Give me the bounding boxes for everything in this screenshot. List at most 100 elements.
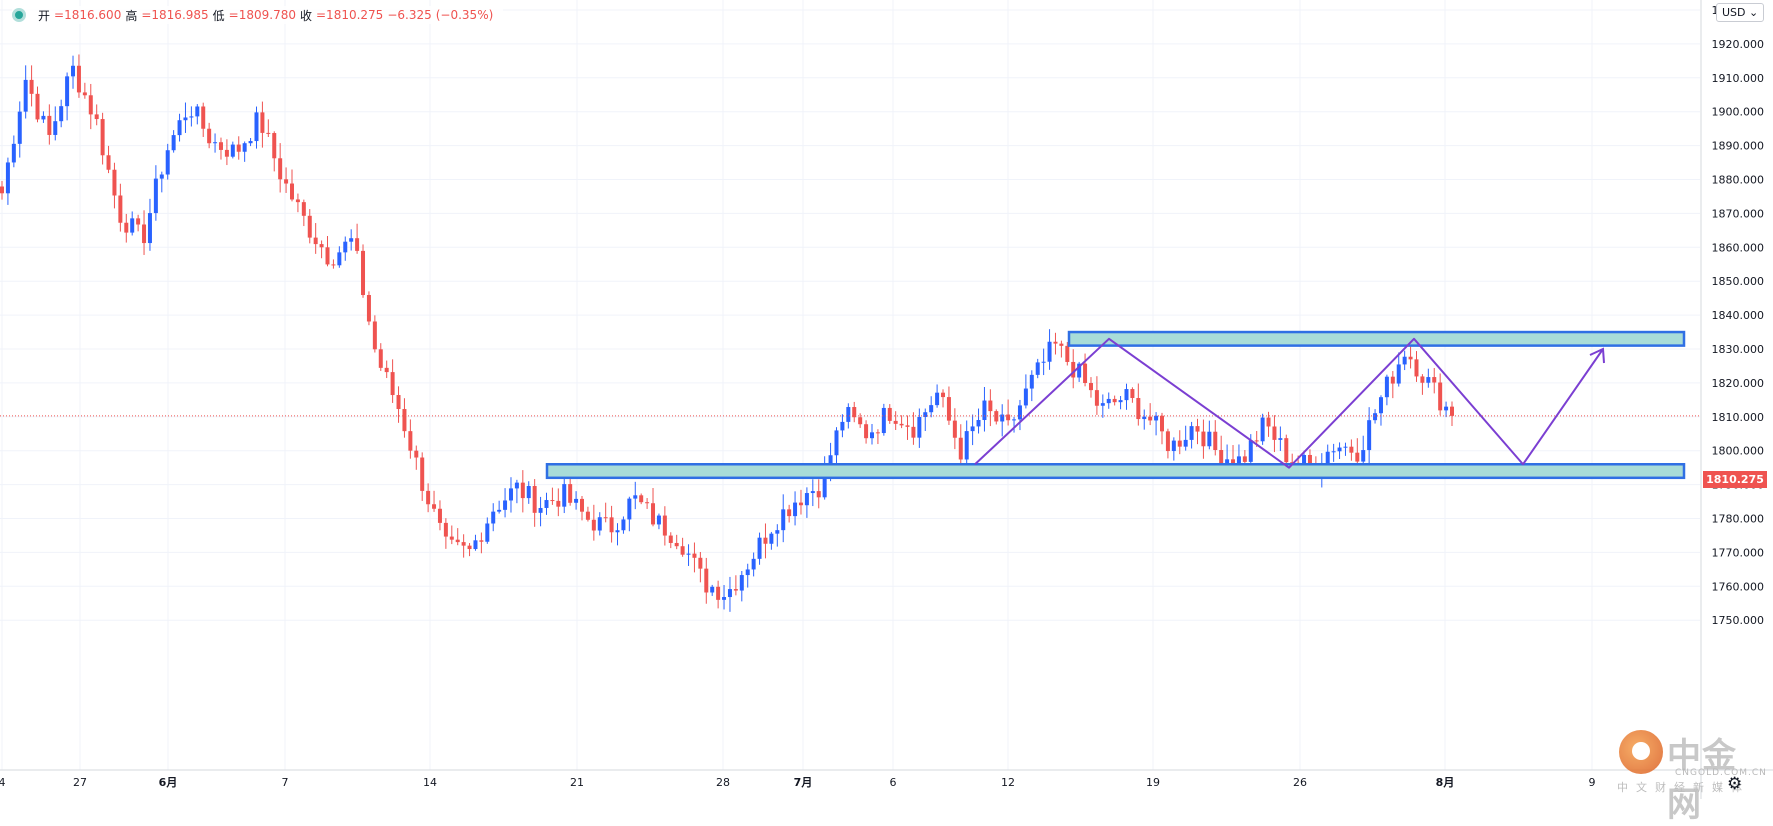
candle-body — [485, 523, 490, 542]
candle-body — [781, 509, 786, 531]
candle-body — [94, 114, 99, 120]
candle-body — [633, 495, 638, 499]
candle-body — [739, 575, 744, 591]
candle-body — [177, 120, 182, 136]
candle-body — [230, 144, 235, 157]
candle-body — [1165, 431, 1170, 452]
currency-dropdown[interactable]: USD ⌄ — [1716, 3, 1765, 22]
candle-body — [958, 437, 963, 460]
projection-path — [974, 337, 1605, 469]
support-zone[interactable] — [545, 463, 1686, 480]
candle-body — [1148, 416, 1153, 421]
watermark-logo: 中金网 CNGOLD.COM.CN 中文财经新媒体 — [1617, 728, 1767, 825]
price-tick-label: 1890.000 — [1712, 140, 1765, 153]
candle-body — [722, 597, 727, 600]
candle-body — [1088, 382, 1093, 391]
candle-body — [165, 150, 170, 175]
candle-body — [710, 586, 715, 593]
candle-body — [1213, 431, 1218, 451]
candle-body — [603, 517, 608, 519]
time-tick-label: 8月 — [1436, 776, 1455, 789]
candle-body — [751, 558, 756, 570]
candle-body — [1408, 356, 1413, 360]
candle-body — [1106, 398, 1111, 404]
candle-body — [692, 553, 697, 558]
time-tick-label: 26 — [1293, 776, 1307, 789]
candle-body — [1373, 413, 1378, 421]
candle-body — [88, 95, 93, 115]
watermark-subtitle: 中文财经新媒体 — [1617, 781, 1750, 794]
candle-body — [775, 530, 780, 534]
candle-body — [532, 486, 537, 513]
candle-body — [935, 392, 940, 406]
candle-body — [112, 169, 117, 196]
candle-body — [420, 457, 425, 491]
candle-body — [1349, 446, 1354, 453]
candle-body — [414, 450, 419, 458]
candle-body — [272, 133, 277, 159]
candle-body — [461, 542, 466, 546]
candle-body — [1378, 397, 1383, 414]
candle-body — [899, 423, 904, 426]
candle-body — [147, 213, 152, 244]
candle-body — [1384, 376, 1389, 398]
candle-body — [224, 149, 229, 157]
candle-body — [1029, 374, 1034, 389]
candle-body — [1000, 414, 1005, 422]
resistance-zone[interactable] — [1067, 330, 1686, 347]
price-tick-label: 1840.000 — [1712, 309, 1765, 322]
candle-body — [1047, 341, 1052, 362]
candle-body — [254, 112, 259, 142]
candle-body — [473, 540, 478, 550]
candle-body — [1195, 426, 1200, 432]
candle-body — [343, 241, 348, 253]
candle-body — [1355, 452, 1360, 462]
candle-body — [408, 431, 413, 451]
candle-body — [520, 482, 525, 499]
price-axis: 1750.0001760.0001770.0001780.0001790.000… — [1700, 0, 1765, 799]
price-tick-label: 1820.000 — [1712, 377, 1765, 390]
candle-body — [1284, 438, 1289, 463]
candle-body — [526, 486, 531, 499]
candle-body — [1438, 382, 1443, 411]
candle-body — [580, 498, 584, 512]
candle-body — [100, 119, 105, 156]
candle-body — [627, 498, 632, 520]
candle-body — [384, 367, 389, 373]
candle-body — [47, 115, 52, 135]
candle-body — [319, 244, 324, 248]
candle-body — [372, 321, 377, 350]
candle-body — [1065, 345, 1070, 362]
candle-body — [656, 515, 661, 525]
candle-body — [497, 509, 502, 512]
candle-body — [1444, 406, 1449, 411]
last-price-tag: 1810.275 — [1703, 471, 1767, 488]
candle-body — [822, 466, 827, 498]
price-tick-label: 1800.000 — [1712, 445, 1765, 458]
candle-body — [71, 65, 76, 77]
candle-body — [1136, 398, 1141, 420]
price-tick-label: 1910.000 — [1712, 72, 1765, 85]
candle-body — [426, 490, 431, 505]
candle-body — [1071, 361, 1076, 378]
candle-body — [325, 247, 330, 265]
time-tick-label: 27 — [73, 776, 87, 789]
candle-body — [1432, 377, 1437, 383]
zones — [545, 330, 1686, 480]
candle-body — [449, 536, 454, 540]
currency-label: USD — [1722, 6, 1746, 19]
candle-body — [236, 144, 241, 152]
gear-icon[interactable]: ⚙ — [1727, 774, 1743, 794]
candle-body — [923, 412, 928, 417]
candle-body — [1077, 363, 1082, 378]
candle-body — [118, 195, 123, 223]
candle-body — [260, 112, 265, 133]
candle-body — [970, 426, 975, 432]
candle-body — [153, 178, 158, 214]
price-chart[interactable]: 1750.0001760.0001770.0001780.0001790.000… — [0, 0, 1773, 799]
candle-body — [881, 407, 886, 434]
candle-body — [1248, 440, 1253, 462]
candle-body — [1396, 364, 1401, 384]
candle-body — [1343, 446, 1348, 448]
high-value: =1816.985 — [141, 8, 209, 22]
